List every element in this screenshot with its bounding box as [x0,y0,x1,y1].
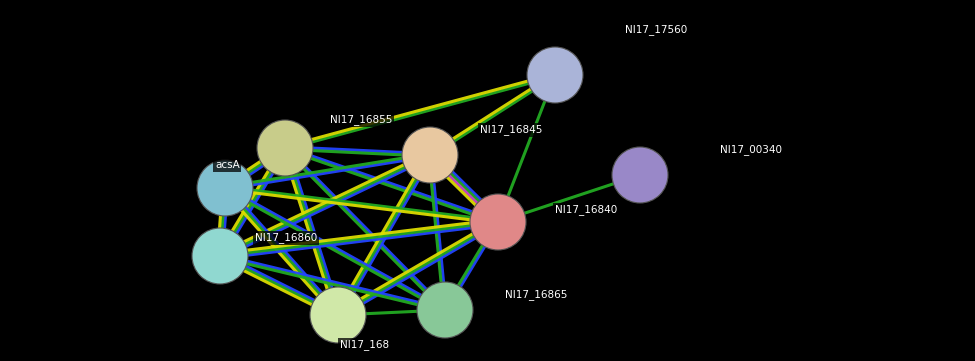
Text: acsA: acsA [215,160,240,170]
Text: NI17_00340: NI17_00340 [720,144,782,156]
Text: NI17_16860: NI17_16860 [255,232,317,243]
Text: NI17_16845: NI17_16845 [480,125,542,135]
Circle shape [257,120,313,176]
Text: NI17_16865: NI17_16865 [505,290,567,300]
Circle shape [612,147,668,203]
Circle shape [470,194,526,250]
Circle shape [417,282,473,338]
Circle shape [197,160,253,216]
Text: NI17_168: NI17_168 [340,340,389,351]
Circle shape [192,228,248,284]
Circle shape [402,127,458,183]
Text: NI17_17560: NI17_17560 [625,25,687,35]
Circle shape [527,47,583,103]
Text: NI17_16855: NI17_16855 [330,114,392,126]
Text: NI17_16840: NI17_16840 [555,205,617,216]
Circle shape [310,287,366,343]
